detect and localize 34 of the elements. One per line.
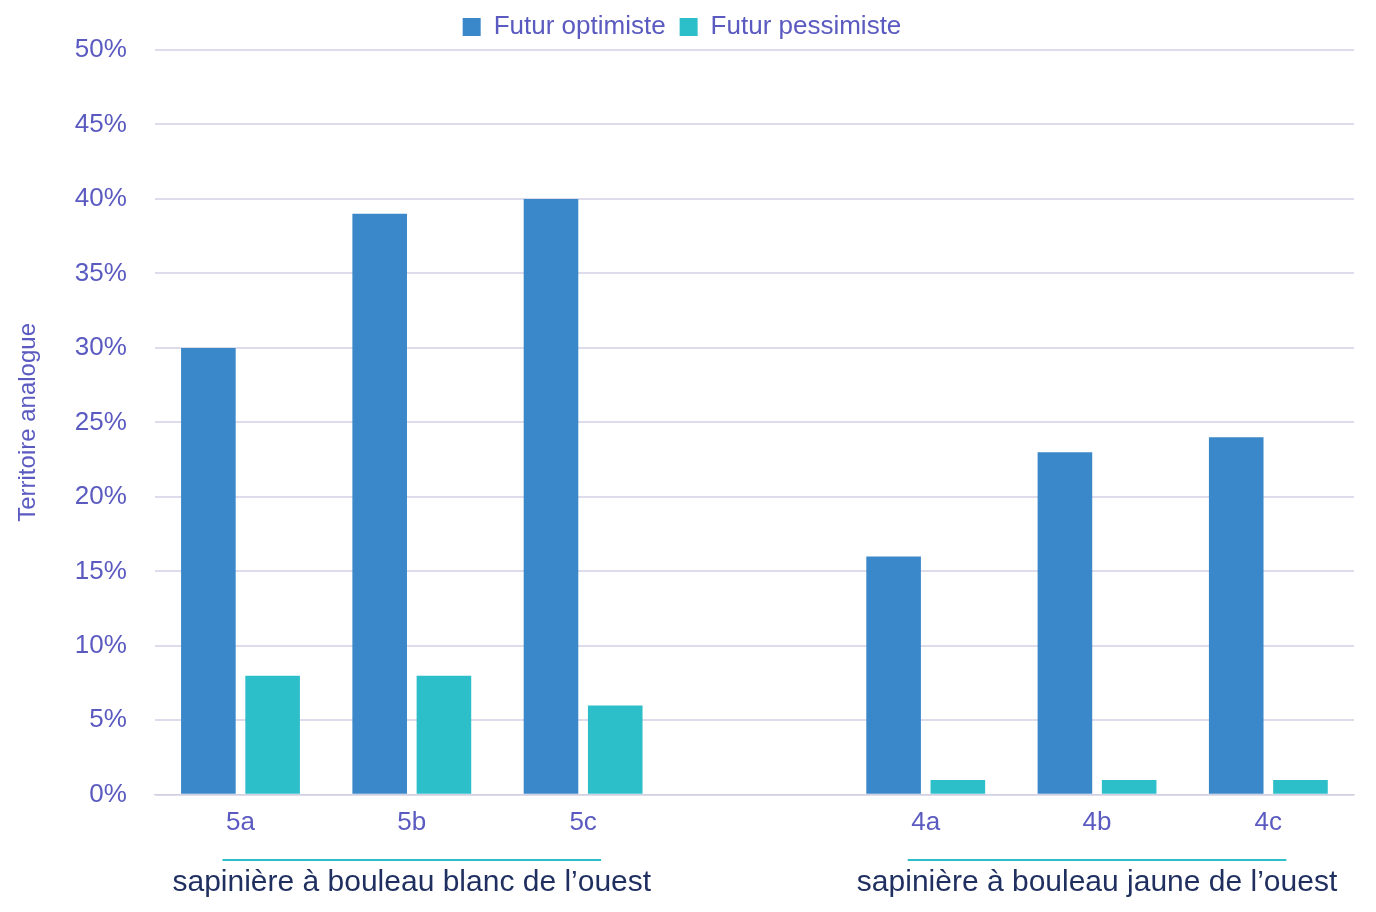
- y-tick-label: 35%: [74, 256, 127, 287]
- bar: [587, 705, 643, 794]
- text: sapinière à bouleau blanc de l’ouest: [172, 864, 652, 898]
- bar: [181, 347, 236, 794]
- legend-label: Futur optimiste: [493, 10, 666, 41]
- bar: [523, 198, 579, 794]
- y-axis-title: Territoire analogue: [13, 323, 41, 522]
- bar: [930, 779, 986, 794]
- x-tick-label: 4a: [911, 805, 941, 836]
- x-tick-label: 4b: [1082, 805, 1112, 836]
- y-tick-label: 30%: [74, 331, 127, 362]
- x-tick-label: 5b: [397, 805, 427, 836]
- y-tick-label: 10%: [74, 629, 127, 660]
- y-tick-label: 40%: [74, 182, 127, 213]
- x-tick-label: 5c: [569, 805, 597, 836]
- y-tick-label: 0%: [89, 777, 127, 808]
- bar: [245, 675, 300, 794]
- y-tick-label: 20%: [74, 480, 127, 511]
- y-tick-label: 5%: [89, 703, 127, 734]
- bar: [1273, 779, 1328, 794]
- x-tick-label: 5a: [226, 805, 256, 836]
- bar: [1208, 437, 1264, 794]
- bar: [1037, 452, 1093, 794]
- bar: [352, 213, 407, 794]
- y-tick-label: 50%: [74, 33, 127, 64]
- x-tick-label: 4c: [1254, 805, 1283, 836]
- bar: [416, 675, 472, 794]
- text: sapinière à bouleau jaune de l’ouest: [856, 864, 1338, 898]
- y-tick-label: 15%: [74, 554, 127, 585]
- bar: [866, 556, 921, 794]
- y-tick-label: 25%: [74, 405, 127, 436]
- bar: [1101, 779, 1157, 794]
- legend-label: Futur pessimiste: [710, 10, 902, 41]
- y-tick-label: 45%: [74, 107, 127, 138]
